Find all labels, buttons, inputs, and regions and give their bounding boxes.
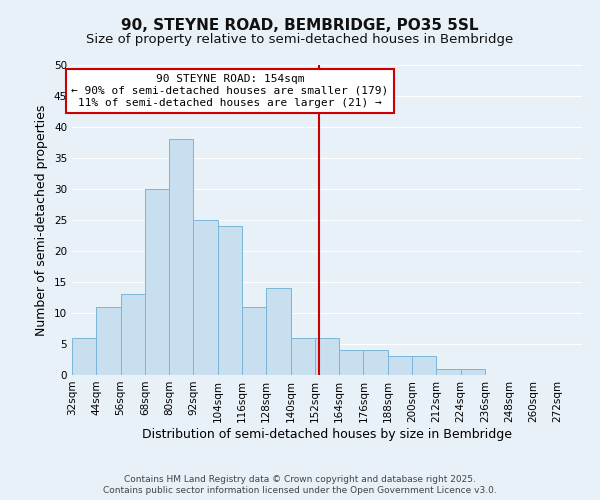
Bar (145, 189, 169, 375)
X-axis label: Distribution of semi-detached houses by size in Bembridge: Distribution of semi-detached houses by … (142, 428, 512, 440)
Bar (412, 356, 436, 375)
Bar (461, 369, 485, 375)
Y-axis label: Number of semi-detached properties: Number of semi-detached properties (35, 104, 49, 336)
Bar (242, 307, 266, 375)
Bar (169, 140, 193, 375)
Bar (121, 294, 145, 375)
Bar (339, 350, 364, 375)
Text: Contains public sector information licensed under the Open Government Licence v3: Contains public sector information licen… (103, 486, 497, 495)
Bar (290, 338, 315, 375)
Bar (72, 338, 96, 375)
Bar (96, 307, 121, 375)
Bar (266, 288, 290, 375)
Bar (193, 220, 218, 375)
Text: 90 STEYNE ROAD: 154sqm
← 90% of semi-detached houses are smaller (179)
11% of se: 90 STEYNE ROAD: 154sqm ← 90% of semi-det… (71, 74, 388, 108)
Bar (364, 350, 388, 375)
Text: Size of property relative to semi-detached houses in Bembridge: Size of property relative to semi-detach… (86, 32, 514, 46)
Text: 90, STEYNE ROAD, BEMBRIDGE, PO35 5SL: 90, STEYNE ROAD, BEMBRIDGE, PO35 5SL (121, 18, 479, 32)
Bar (388, 356, 412, 375)
Bar (315, 338, 339, 375)
Bar (436, 369, 461, 375)
Text: Contains HM Land Registry data © Crown copyright and database right 2025.: Contains HM Land Registry data © Crown c… (124, 475, 476, 484)
Bar (218, 226, 242, 375)
